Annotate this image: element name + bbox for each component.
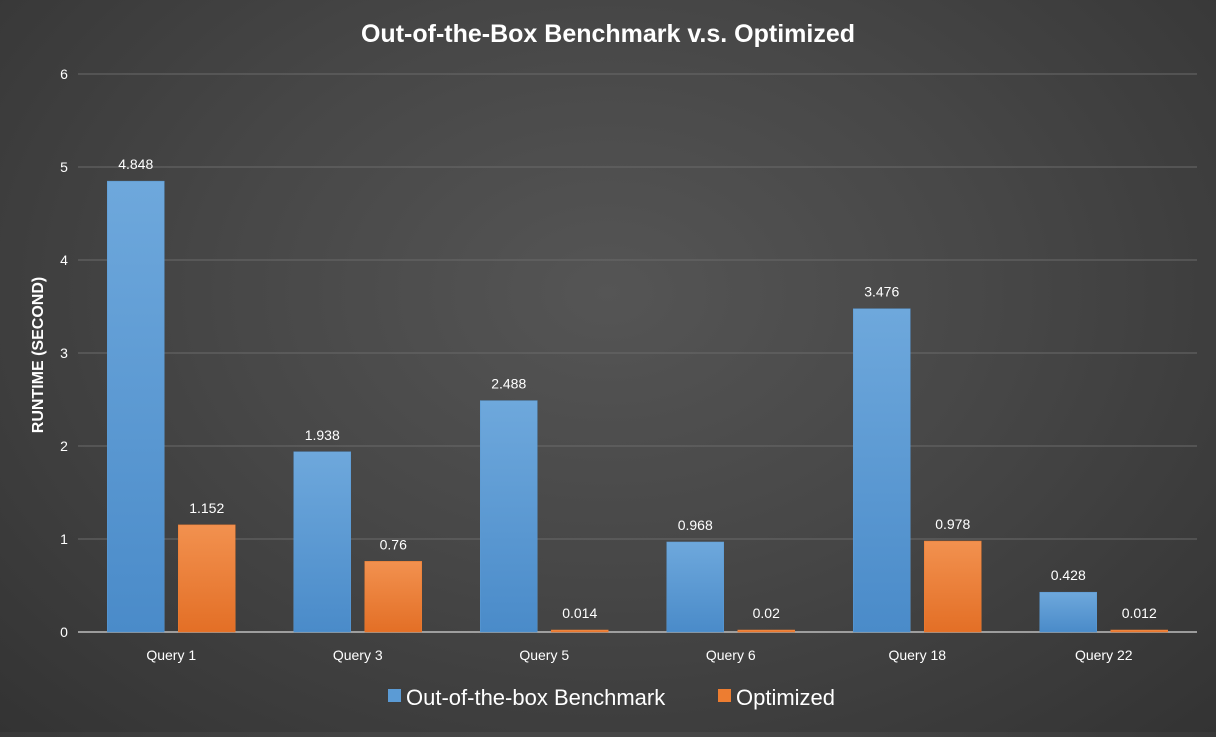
bars bbox=[107, 180, 1168, 633]
data-label: 0.012 bbox=[1122, 605, 1157, 621]
legend-label-benchmark: Out-of-the-box Benchmark bbox=[406, 685, 666, 710]
x-tick-label: Query 6 bbox=[706, 647, 756, 663]
data-label: 2.488 bbox=[491, 376, 526, 392]
data-label: 0.014 bbox=[562, 605, 597, 621]
bar-optimized bbox=[364, 561, 422, 633]
x-tick-label: Query 22 bbox=[1075, 647, 1133, 663]
data-label: 0.02 bbox=[753, 605, 780, 621]
legend-swatch-benchmark bbox=[388, 689, 401, 702]
y-tick-label: 4 bbox=[60, 252, 68, 268]
data-label: 0.968 bbox=[678, 517, 713, 533]
data-label: 0.428 bbox=[1051, 567, 1086, 583]
y-tick-label: 0 bbox=[60, 624, 68, 640]
x-axis-ticks: Query 1 Query 3 Query 5 Query 6 Query 18 Quer… bbox=[146, 647, 1132, 663]
bar-optimized bbox=[178, 524, 236, 633]
data-label: 4.848 bbox=[118, 156, 153, 172]
legend-label-optimized: Optimized bbox=[736, 685, 835, 710]
x-tick-label: Query 5 bbox=[519, 647, 569, 663]
legend-swatch-optimized bbox=[718, 689, 731, 702]
bar-benchmark bbox=[1039, 591, 1097, 633]
y-axis-label: RUNTIME (SECOND) bbox=[30, 277, 47, 433]
data-label: 0.978 bbox=[935, 516, 970, 532]
data-label: 0.76 bbox=[380, 536, 407, 552]
bar-benchmark bbox=[480, 400, 538, 633]
legend: Out-of-the-box Benchmark Optimized bbox=[388, 685, 835, 710]
bar-benchmark bbox=[107, 180, 165, 633]
gridlines bbox=[78, 73, 1197, 633]
bar-benchmark bbox=[293, 451, 351, 633]
x-tick-label: Query 1 bbox=[146, 647, 196, 663]
data-labels: 4.848 1.152 1.938 0.76 2.488 0.014 0.968 0.02 3.… bbox=[118, 156, 1157, 621]
data-label: 1.938 bbox=[305, 427, 340, 443]
bar-optimized bbox=[737, 629, 795, 633]
chart-title: Out-of-the-Box Benchmark v.s. Optimized bbox=[361, 20, 855, 48]
y-tick-label: 2 bbox=[60, 438, 68, 454]
data-label: 1.152 bbox=[189, 500, 224, 516]
y-tick-label: 6 bbox=[60, 66, 68, 82]
y-axis-ticks: 0 1 2 3 4 5 6 bbox=[60, 66, 68, 640]
bar-optimized bbox=[924, 540, 982, 633]
bar-optimized bbox=[1110, 629, 1168, 633]
x-tick-label: Query 3 bbox=[333, 647, 383, 663]
data-label: 3.476 bbox=[864, 284, 899, 300]
bar-benchmark bbox=[666, 541, 724, 633]
bar-benchmark bbox=[853, 308, 911, 633]
bar-optimized bbox=[551, 629, 609, 633]
y-tick-label: 5 bbox=[60, 159, 68, 175]
y-tick-label: 1 bbox=[60, 531, 68, 547]
y-tick-label: 3 bbox=[60, 345, 68, 361]
x-tick-label: Query 18 bbox=[888, 647, 946, 663]
